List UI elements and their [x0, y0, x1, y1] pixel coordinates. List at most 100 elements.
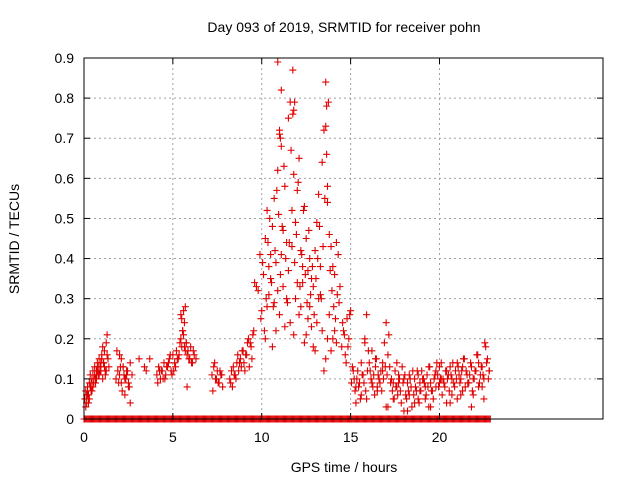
- data-point: [115, 379, 123, 387]
- data-point: [446, 363, 454, 371]
- data-point: [301, 271, 309, 279]
- data-point: [281, 323, 289, 331]
- data-point: [304, 315, 312, 323]
- data-point: [259, 259, 267, 267]
- data-point: [371, 363, 379, 371]
- data-point: [270, 194, 278, 202]
- data-point: [339, 319, 347, 327]
- data-point: [102, 339, 110, 347]
- data-point: [298, 251, 306, 259]
- data-point: [441, 383, 449, 391]
- data-point: [461, 383, 469, 391]
- data-point: [176, 339, 184, 347]
- data-point: [335, 299, 343, 307]
- data-point: [216, 367, 224, 375]
- data-point: [332, 239, 340, 247]
- data-point: [446, 399, 454, 407]
- data-point: [270, 299, 278, 307]
- data-point: [356, 395, 364, 403]
- data-point: [288, 206, 296, 214]
- data-point: [140, 363, 148, 371]
- data-point: [316, 222, 324, 230]
- data-point: [315, 295, 323, 303]
- data-point: [333, 291, 341, 299]
- data-point: [324, 98, 332, 106]
- data-point: [277, 142, 285, 150]
- data-point: [395, 379, 403, 387]
- data-point: [292, 295, 300, 303]
- data-point: [97, 359, 105, 367]
- data-point: [267, 251, 275, 259]
- y-tick-label: 0.2: [55, 331, 75, 347]
- data-point: [154, 379, 162, 387]
- data-point: [314, 255, 322, 263]
- data-point: [262, 295, 270, 303]
- data-point: [192, 355, 200, 363]
- data-point: [355, 383, 363, 391]
- data-point: [114, 367, 122, 375]
- data-point: [249, 331, 257, 339]
- data-point: [327, 243, 335, 251]
- data-point: [269, 303, 277, 311]
- x-tick-label: 5: [169, 429, 177, 445]
- data-point: [347, 379, 355, 387]
- data-point: [228, 383, 236, 391]
- data-point: [124, 379, 132, 387]
- data-point: [478, 383, 486, 391]
- data-point: [313, 218, 321, 226]
- data-point: [474, 351, 482, 359]
- data-point: [303, 299, 311, 307]
- data-point: [311, 347, 319, 355]
- data-point: [401, 371, 409, 379]
- data-point: [113, 347, 121, 355]
- data-point: [284, 267, 292, 275]
- data-point: [155, 363, 163, 371]
- data-point: [296, 283, 304, 291]
- data-point: [458, 367, 466, 375]
- data-point: [341, 351, 349, 359]
- data-point: [117, 355, 125, 363]
- data-point: [420, 379, 428, 387]
- data-point: [361, 335, 369, 343]
- data-point: [304, 267, 312, 275]
- data-point: [316, 263, 324, 271]
- data-point: [272, 327, 280, 335]
- data-point: [427, 379, 435, 387]
- data-point: [180, 343, 188, 351]
- data-point: [99, 375, 107, 383]
- y-tick-label: 0: [66, 411, 74, 427]
- data-point: [112, 375, 120, 383]
- data-point: [396, 387, 404, 395]
- data-point: [332, 315, 340, 323]
- gridlines: [84, 58, 603, 419]
- chart-title: Day 093 of 2019, SRMTID for receiver poh…: [207, 19, 480, 35]
- data-point: [316, 291, 324, 299]
- data-point: [363, 367, 371, 375]
- data-point: [387, 375, 395, 383]
- data-point: [346, 311, 354, 319]
- data-point: [318, 327, 326, 335]
- data-point: [284, 114, 292, 122]
- data-point: [445, 387, 453, 395]
- data-point: [480, 395, 488, 403]
- data-point: [414, 395, 422, 403]
- data-point: [405, 391, 413, 399]
- data-point: [391, 367, 399, 375]
- data-point: [344, 343, 352, 351]
- data-point: [393, 359, 401, 367]
- data-point: [295, 311, 303, 319]
- data-point: [357, 359, 365, 367]
- data-point: [348, 363, 356, 371]
- data-point: [266, 214, 274, 222]
- data-point: [322, 355, 330, 363]
- data-point: [323, 102, 331, 110]
- data-point: [382, 403, 390, 411]
- data-point: [416, 387, 424, 395]
- data-point: [318, 158, 326, 166]
- data-point: [307, 291, 315, 299]
- data-point: [239, 347, 247, 355]
- data-point: [336, 283, 344, 291]
- data-point: [483, 359, 491, 367]
- data-point: [332, 339, 340, 347]
- data-point: [183, 351, 191, 359]
